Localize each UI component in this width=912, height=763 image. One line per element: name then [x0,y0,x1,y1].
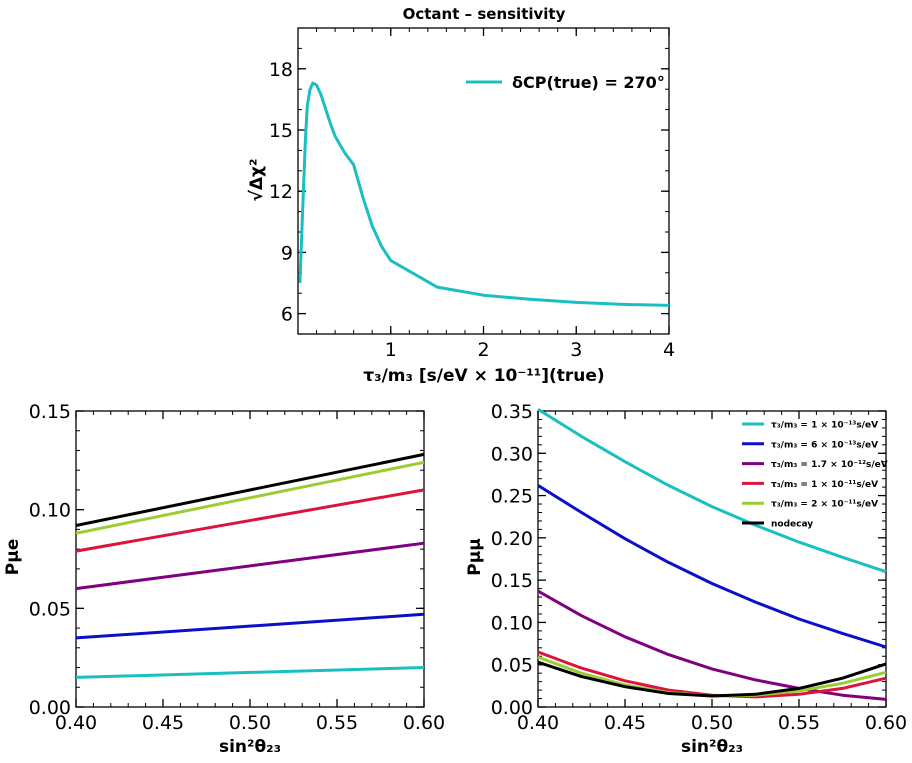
y-tick-label: 18 [269,59,293,81]
p-mumu-panel: 0.40 0.45 0.50 0.55 0.60 0.00 0.05 0.10 0.15 0.20… [465,401,907,757]
y-tick-label: 0.15 [29,401,71,423]
x-tick-label: 0.40 [517,712,559,734]
top-legend: δCP(true) = 270° [466,73,665,92]
x-tick-label: 0.50 [229,712,271,734]
top-chart-title: Octant – sensitivity [403,5,566,23]
bl-plot-frame [75,410,425,708]
x-tick-label: 4 [663,339,675,361]
series-line-2 [537,589,887,701]
br-plot-frame [537,410,887,708]
y-tick-label: 0.05 [491,655,533,677]
br-axis-ticks: 0.40 0.45 0.50 0.55 0.60 0.00 0.05 0.10 0.15 0.20… [491,401,907,734]
legend-label-5: nodecay [771,520,813,530]
y-tick-label: 9 [281,242,293,264]
series-line-0 [537,408,887,574]
legend-label-4: τ₃/m₃ = 2 × 10⁻¹¹s/eV [771,500,878,510]
y-tick-label: 0.05 [29,598,71,620]
bl-x-axis-label: sin²θ₂₃ [219,737,281,757]
series-line-5 [537,660,887,698]
series-line-3 [75,488,425,553]
x-tick-label: 1 [385,339,397,361]
top-legend-label: δCP(true) = 270° [512,73,665,92]
series-line-0 [75,666,425,679]
series-line-1 [75,612,425,640]
br-series-lines [537,408,887,701]
legend-label-3: τ₃/m₃ = 1 × 10⁻¹¹s/eV [771,480,878,490]
series-line-4 [75,460,425,535]
series-line-5 [75,452,425,527]
x-tick-label: 0.50 [691,712,733,734]
y-tick-label: 6 [281,304,293,326]
x-tick-label: 0.55 [316,712,358,734]
x-tick-label: 0.55 [778,712,820,734]
y-tick-label: 0.00 [491,697,533,719]
top-series-lines [298,81,670,307]
y-tick-label: 0.35 [491,401,533,423]
y-tick-label: 0.20 [491,528,533,550]
series-line-0 [298,81,670,307]
x-tick-label: 0.45 [604,712,646,734]
y-tick-label: 0.00 [29,697,71,719]
y-tick-label: 0.25 [491,486,533,508]
top-y-axis-label: √Δχ² [247,159,267,202]
br-x-axis-label: sin²θ₂₃ [681,737,743,757]
x-tick-label: 0.45 [142,712,184,734]
bl-series-lines [75,452,425,679]
y-tick-label: 12 [269,181,293,203]
br-y-axis-label: Pμμ [465,538,485,575]
bl-axis-ticks: 0.40 0.45 0.50 0.55 0.60 0.00 0.05 0.10 0.15 [29,401,445,734]
series-line-2 [75,541,425,591]
y-tick-label: 15 [269,120,293,142]
series-line-1 [537,484,887,649]
x-tick-label: 0.60 [403,712,445,734]
x-tick-label: 0.40 [55,712,97,734]
top-x-axis-label: τ₃/m₃ [s/eV × 10⁻¹¹](true) [363,366,604,386]
y-tick-label: 0.15 [491,570,533,592]
x-tick-label: 2 [477,339,489,361]
legend-label-1: τ₃/m₃ = 6 × 10⁻¹³s/eV [771,440,878,450]
br-legend: τ₃/m₃ = 1 × 10⁻¹³s/eV τ₃/m₃ = 6 × 10⁻¹³s/… [742,421,888,530]
x-tick-label: 0.60 [865,712,907,734]
legend-label-0: τ₃/m₃ = 1 × 10⁻¹³s/eV [771,421,878,431]
p-mue-panel: 0.40 0.45 0.50 0.55 0.60 0.00 0.05 0.10 0.15 sin… [3,401,445,757]
bl-y-axis-label: Pμe [3,539,23,576]
legend-label-2: τ₃/m₃ = 1.7 × 10⁻¹²s/eV [771,460,888,470]
y-tick-label: 0.30 [491,443,533,465]
y-tick-label: 0.10 [491,612,533,634]
x-tick-label: 3 [570,339,582,361]
y-tick-label: 0.10 [29,500,71,522]
